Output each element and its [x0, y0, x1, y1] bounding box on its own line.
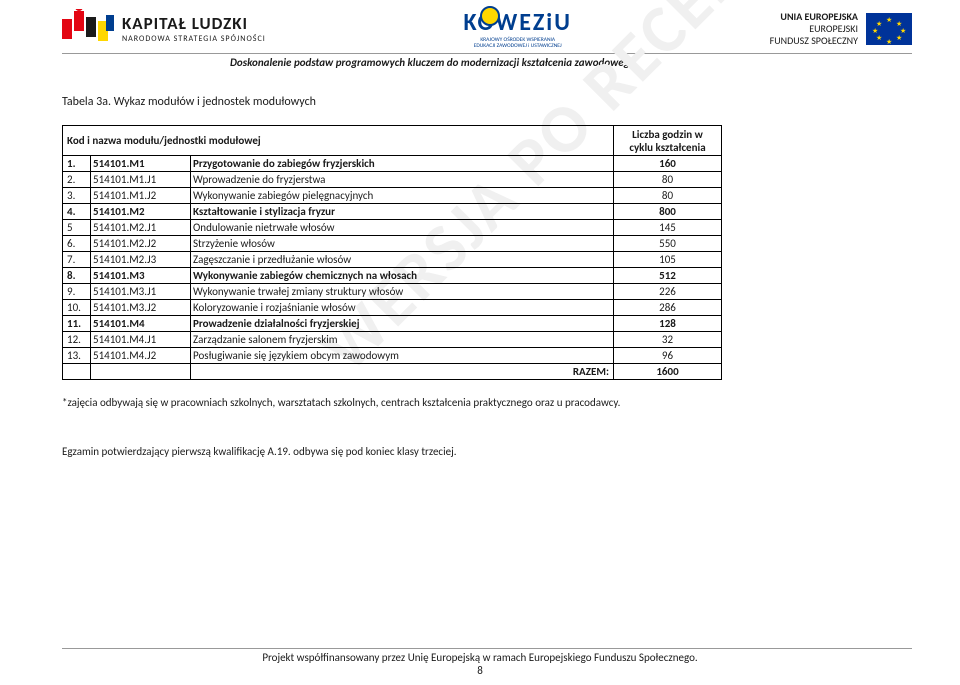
table-row: 1.514101.M1Przygotowanie do zabiegów fry…: [63, 156, 722, 172]
col-header-hours: Liczba godzin w cyklu kształcenia: [614, 126, 722, 156]
table-row: 7.514101.M2.J3Zagęszczanie i przedłużani…: [63, 252, 722, 268]
table-row-total: RAZEM:1600: [63, 364, 722, 380]
table-row: 13.514101.M4.J2Posługiwanie się językiem…: [63, 348, 722, 364]
logo-eu: UNIA EUROPEJSKA EUROPEJSKI FUNDUSZ SPOŁE…: [770, 11, 912, 47]
cell-code: 514101.M2.J2: [91, 236, 191, 252]
cell-code: 514101.M3.J2: [91, 300, 191, 316]
page-subtitle: Doskonalenie podstaw programowych klucze…: [0, 56, 960, 69]
footnote-1: *zajęcia odbywają się w pracowniach szko…: [62, 396, 898, 409]
table-title: Tabela 3a. Wykaz modułów i jednostek mod…: [62, 95, 898, 109]
cell-code: 514101.M1.J1: [91, 172, 191, 188]
page-header: KAPITAŁ LUDZKI NARODOWA STRATEGIA SPÓJNO…: [0, 0, 960, 49]
cell-val: 512: [614, 268, 722, 284]
eu-line2: EUROPEJSKI: [770, 23, 858, 35]
table-row: 2.514101.M1.J1Wprowadzenie do fryzjerstw…: [63, 172, 722, 188]
table-row: 10.514101.M3.J2Koloryzowanie i rozjaśnia…: [63, 300, 722, 316]
cell-val: 105: [614, 252, 722, 268]
cell-desc: Ondulowanie nietrwałe włosów: [191, 220, 614, 236]
cell-val: 32: [614, 332, 722, 348]
table-row: 11.514101.M4Prowadzenie działalności fry…: [63, 316, 722, 332]
kl-title: KAPITAŁ LUDZKI: [122, 13, 266, 34]
cell-num: 3.: [63, 188, 91, 204]
cell-desc: Kształtowanie i stylizacja fryzur: [191, 204, 614, 220]
cell-val: 80: [614, 172, 722, 188]
cell-desc: Strzyżenie włosów: [191, 236, 614, 252]
cell-num: 12.: [63, 332, 91, 348]
kl-subtitle: NARODOWA STRATEGIA SPÓJNOŚCI: [122, 34, 266, 44]
total-value: 1600: [614, 364, 722, 380]
cell-num: 10.: [63, 300, 91, 316]
cell-num: 8.: [63, 268, 91, 284]
cell-num: 6.: [63, 236, 91, 252]
table-row: 9.514101.M3.J1Wykonywanie trwałej zmiany…: [63, 284, 722, 300]
cell-code: 514101.M1.J2: [91, 188, 191, 204]
koweziu-sun-icon: [480, 6, 500, 26]
table-row: 4.514101.M2Kształtowanie i stylizacja fr…: [63, 204, 722, 220]
logo-kapital-ludzki: KAPITAŁ LUDZKI NARODOWA STRATEGIA SPÓJNO…: [62, 9, 266, 49]
cell-desc: Wykonywanie zabiegów chemicznych na włos…: [191, 268, 614, 284]
cell-val: 160: [614, 156, 722, 172]
col-header-kod: Kod i nazwa modułu/jednostki modułowej: [63, 126, 614, 156]
koweziu-title: KOWEZiU: [443, 8, 593, 37]
cell-desc: Koloryzowanie i rozjaśnianie włosów: [191, 300, 614, 316]
cell-desc: Zagęszczanie i przedłużanie włosów: [191, 252, 614, 268]
cell-val: 96: [614, 348, 722, 364]
cell-val: 226: [614, 284, 722, 300]
footer-text: Projekt współfinansowany przez Unię Euro…: [0, 651, 960, 664]
cell-num: 2.: [63, 172, 91, 188]
table-row: 3.514101.M1.J2Wykonywanie zabiegów pielę…: [63, 188, 722, 204]
cell-val: 800: [614, 204, 722, 220]
cell-code: 514101.M3.J1: [91, 284, 191, 300]
cell-desc: Wykonywanie zabiegów pielęgnacyjnych: [191, 188, 614, 204]
cell-desc: Wykonywanie trwałej zmiany struktury wło…: [191, 284, 614, 300]
header-divider: [62, 53, 912, 54]
cell-num: 9.: [63, 284, 91, 300]
cell-code: 514101.M2: [91, 204, 191, 220]
cell-val: 286: [614, 300, 722, 316]
cell-code: 514101.M4: [91, 316, 191, 332]
cell-desc: Prowadzenie działalności fryzjerskiej: [191, 316, 614, 332]
cell-code: 514101.M2.J3: [91, 252, 191, 268]
cell-code: 514101.M4.J2: [91, 348, 191, 364]
cell-num: 11.: [63, 316, 91, 332]
table-row: 12.514101.M4.J1Zarządzanie salonem fryzj…: [63, 332, 722, 348]
cell-num: 7.: [63, 252, 91, 268]
kl-icon: [62, 9, 116, 49]
cell-num: 5: [63, 220, 91, 236]
cell-desc: Przygotowanie do zabiegów fryzjerskich: [191, 156, 614, 172]
cell-num: 4.: [63, 204, 91, 220]
cell-code: 514101.M3: [91, 268, 191, 284]
cell-num: 1.: [63, 156, 91, 172]
table-row: 6.514101.M2.J2Strzyżenie włosów550: [63, 236, 722, 252]
table-row: 8.514101.M3Wykonywanie zabiegów chemiczn…: [63, 268, 722, 284]
table-row: 5514101.M2.J1Ondulowanie nietrwałe włosó…: [63, 220, 722, 236]
cell-code: 514101.M1: [91, 156, 191, 172]
cell-num: 13.: [63, 348, 91, 364]
cell-val: 550: [614, 236, 722, 252]
modules-table: Kod i nazwa modułu/jednostki modułowej L…: [62, 125, 722, 380]
cell-desc: Posługiwanie się językiem obcym zawodowy…: [191, 348, 614, 364]
eu-line1: UNIA EUROPEJSKA: [770, 11, 858, 23]
cell-code: 514101.M2.J1: [91, 220, 191, 236]
page-footer: Projekt współfinansowany przez Unię Euro…: [0, 648, 960, 677]
total-label: RAZEM:: [191, 364, 614, 380]
koweziu-sub2: EDUKACJI ZAWODOWEJ i USTAWICZNEJ: [443, 43, 593, 49]
cell-val: 128: [614, 316, 722, 332]
cell-val: 145: [614, 220, 722, 236]
cell-val: 80: [614, 188, 722, 204]
cell-code: 514101.M4.J1: [91, 332, 191, 348]
main-content: Tabela 3a. Wykaz modułów i jednostek mod…: [0, 69, 960, 458]
logo-koweziu: KOWEZiU KRAJOWY OŚRODEK WSPIERANIA EDUKA…: [443, 8, 593, 49]
cell-desc: Zarządzanie salonem fryzjerskim: [191, 332, 614, 348]
eu-line3: FUNDUSZ SPOŁECZNY: [770, 35, 858, 47]
page-number: 8: [0, 664, 960, 677]
cell-desc: Wprowadzenie do fryzjerstwa: [191, 172, 614, 188]
eu-flag-icon: ★ ★ ★ ★ ★ ★ ★ ★: [866, 13, 912, 45]
footnote-2: Egzamin potwierdzający pierwszą kwalifik…: [62, 445, 898, 458]
